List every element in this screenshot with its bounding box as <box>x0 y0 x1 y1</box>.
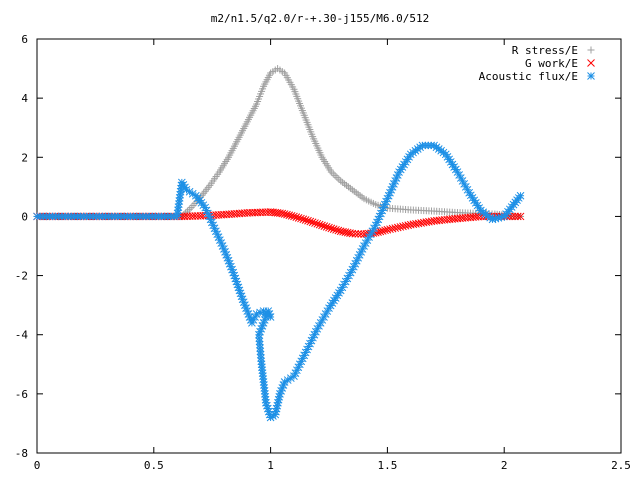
data-point <box>313 219 322 228</box>
plot-frame <box>36 38 622 454</box>
chart-title: m2/n1.5/q2.0/r-+.30-j155/M6.0/512 <box>211 12 430 25</box>
data-point <box>381 226 389 235</box>
y-tick-label: -2 <box>15 270 28 283</box>
data-point <box>329 170 337 178</box>
data-point <box>337 177 345 185</box>
data-point <box>331 172 339 180</box>
data-point <box>311 219 319 227</box>
data-point <box>278 209 287 218</box>
data-point <box>216 236 224 244</box>
data-point <box>350 187 358 195</box>
data-point <box>346 184 354 192</box>
data-point <box>205 212 214 221</box>
series-0 <box>33 65 525 220</box>
data-point <box>276 209 284 218</box>
y-tick-label: 6 <box>21 33 28 46</box>
data-point <box>335 175 343 183</box>
data-point <box>348 186 356 194</box>
data-point <box>341 180 349 188</box>
data-point <box>513 212 522 221</box>
data-point <box>306 217 315 226</box>
data-point <box>290 212 298 221</box>
data-point <box>333 173 341 181</box>
data-point <box>185 205 193 213</box>
data-point <box>327 224 336 233</box>
legend-label: R stress/E <box>512 44 578 57</box>
data-point <box>339 227 347 236</box>
series-1 <box>33 208 525 239</box>
data-point <box>318 221 326 230</box>
data-point <box>285 211 294 220</box>
data-point <box>343 228 352 237</box>
data-point <box>343 181 351 189</box>
data-point <box>488 215 497 224</box>
data-point <box>336 227 345 236</box>
y-tick-label: -6 <box>15 388 28 401</box>
x-tick-label: 2 <box>501 459 508 472</box>
data-point <box>280 210 289 218</box>
legend-marker <box>587 59 595 67</box>
legend-marker <box>587 46 595 54</box>
series-2 <box>33 141 525 422</box>
data-point <box>292 213 301 221</box>
data-point <box>334 226 343 235</box>
series-layer <box>33 65 525 422</box>
data-point <box>344 183 352 191</box>
axes: 0 0.5 1 1.5 2 2.5 6 4 2 0 -2 -4 -6 -8 <box>15 33 631 472</box>
data-point <box>301 216 310 224</box>
data-point <box>341 228 350 237</box>
data-point <box>378 227 387 235</box>
data-point <box>354 190 362 198</box>
data-point <box>339 178 347 186</box>
y-tick-label: 4 <box>21 92 28 105</box>
data-point <box>351 229 360 238</box>
data-point <box>352 189 360 197</box>
data-point <box>516 191 525 200</box>
data-point <box>325 223 333 232</box>
x-tick-label: 1 <box>267 459 274 472</box>
data-point <box>356 192 364 200</box>
data-point <box>511 212 519 221</box>
y-tick-label: -8 <box>15 447 28 460</box>
y-tick-label: -4 <box>15 329 29 342</box>
legend-marker <box>587 72 595 80</box>
legend-label: G work/E <box>525 57 578 70</box>
data-point <box>304 216 312 225</box>
data-point <box>320 222 329 230</box>
data-point <box>283 210 291 219</box>
y-tick-label: 2 <box>21 151 28 164</box>
x-tick-label: 1.5 <box>377 459 397 472</box>
data-point <box>322 223 331 231</box>
legend-label: Acoustic flux/E <box>479 70 578 83</box>
data-point <box>363 236 372 244</box>
data-point <box>396 165 405 174</box>
data-point <box>348 229 357 238</box>
data-point <box>395 168 403 176</box>
data-point <box>332 225 340 234</box>
data-point <box>287 211 296 220</box>
data-point <box>315 220 324 229</box>
data-point <box>329 225 338 233</box>
data-point <box>294 213 303 222</box>
x-tick-label: 0.5 <box>144 459 164 472</box>
data-point <box>376 227 385 236</box>
data-point <box>354 230 363 238</box>
y-tick-label: 0 <box>21 210 28 223</box>
data-point <box>283 376 292 384</box>
data-point <box>299 215 308 224</box>
data-point <box>308 218 317 227</box>
data-point <box>297 214 305 223</box>
x-tick-label: 0 <box>34 459 41 472</box>
x-tick-label: 2.5 <box>611 459 631 472</box>
data-point <box>516 212 525 221</box>
